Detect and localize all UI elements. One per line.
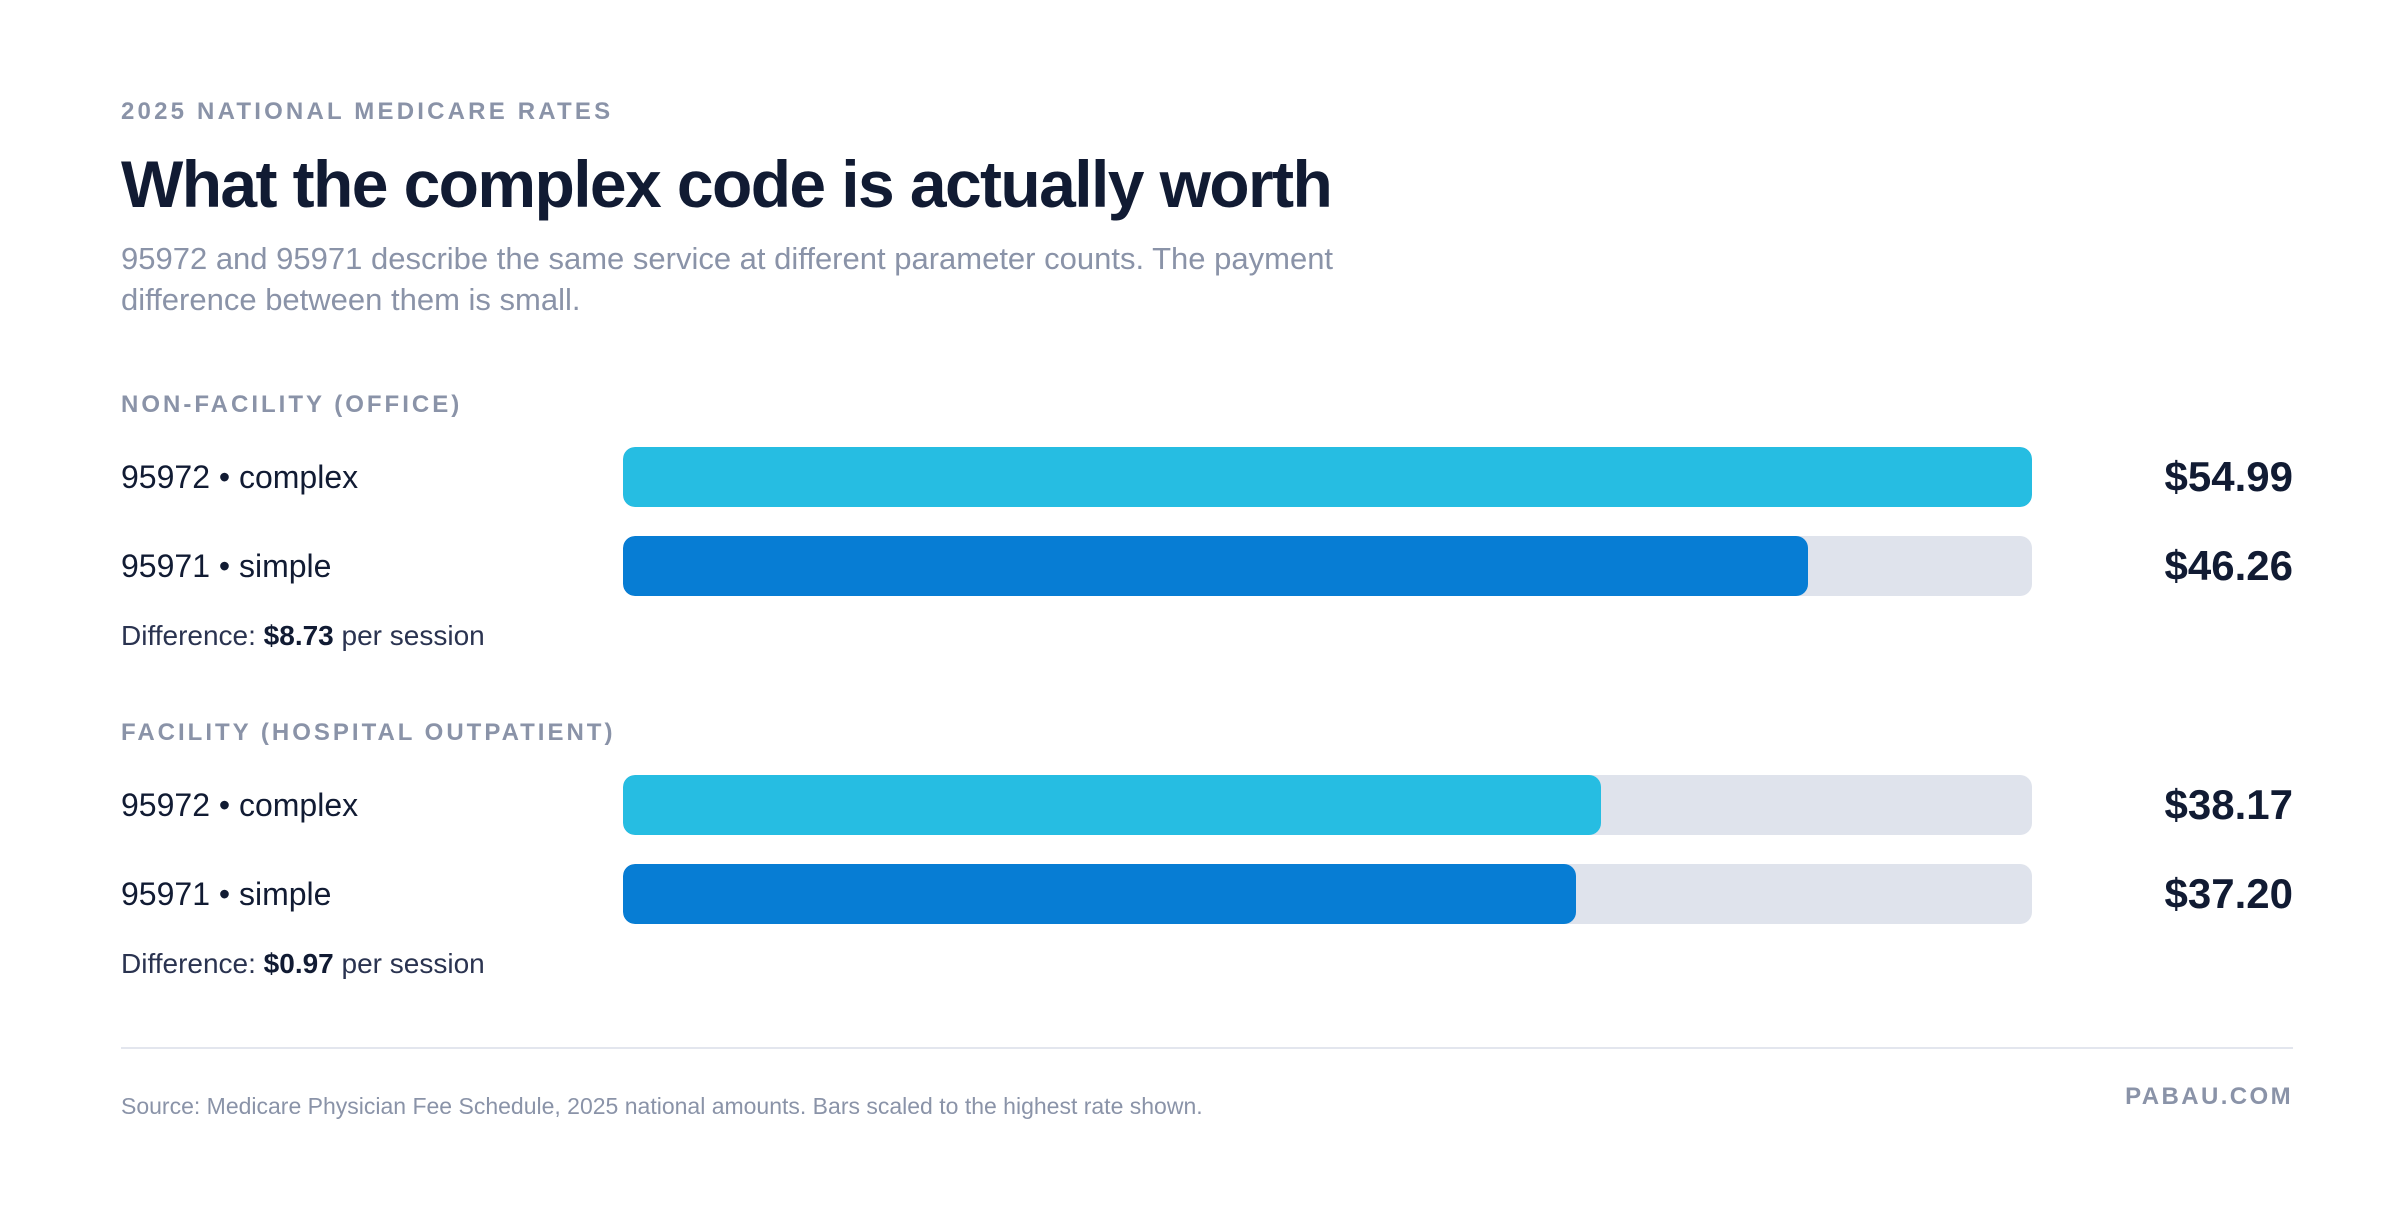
bar-fill xyxy=(623,775,1602,835)
bar-fill xyxy=(623,536,1809,596)
source-note: Source: Medicare Physician Fee Schedule,… xyxy=(121,1093,1203,1119)
brand-label: PABAU.COM xyxy=(2125,1083,2293,1110)
bar-track xyxy=(623,536,2032,596)
difference-note: Difference: $8.73 per session xyxy=(121,620,485,652)
row-label: 95971 • simple xyxy=(121,876,332,912)
row-label: 95972 • complex xyxy=(121,787,359,823)
bar-value-label: $46.26 xyxy=(2164,542,2293,589)
difference-amount: $8.73 xyxy=(263,620,334,651)
row-label: 95971 • simple xyxy=(121,548,332,584)
bar-value-label: $37.20 xyxy=(2164,870,2293,917)
difference-suffix: per session xyxy=(341,620,485,651)
bar-track xyxy=(623,775,2032,835)
row-label: 95972 • complex xyxy=(121,459,359,495)
group-label-non-facility: NON-FACILITY (OFFICE) xyxy=(121,391,463,418)
chart-title: What the complex code is actually worth xyxy=(121,147,1333,221)
eyebrow: 2025 NATIONAL MEDICARE RATES xyxy=(121,98,614,125)
bar-fill xyxy=(623,447,2032,507)
difference-suffix: per session xyxy=(341,948,485,979)
difference-amount: $0.97 xyxy=(263,948,334,979)
difference-prefix: Difference: xyxy=(121,620,256,651)
difference-note: Difference: $0.97 per session xyxy=(121,948,485,980)
bar-track xyxy=(623,447,2032,507)
chart-subtitle: 95972 and 95971 describe the same servic… xyxy=(121,241,1334,317)
difference-prefix: Difference: xyxy=(121,948,256,979)
group-label-facility: FACILITY (HOSPITAL OUTPATIENT) xyxy=(121,719,616,746)
bar-fill xyxy=(623,864,1577,924)
bar-track xyxy=(623,864,2032,924)
footer-divider xyxy=(121,1047,2293,1049)
bar-value-label: $38.17 xyxy=(2164,781,2293,828)
bar-value-label: $54.99 xyxy=(2164,453,2293,500)
